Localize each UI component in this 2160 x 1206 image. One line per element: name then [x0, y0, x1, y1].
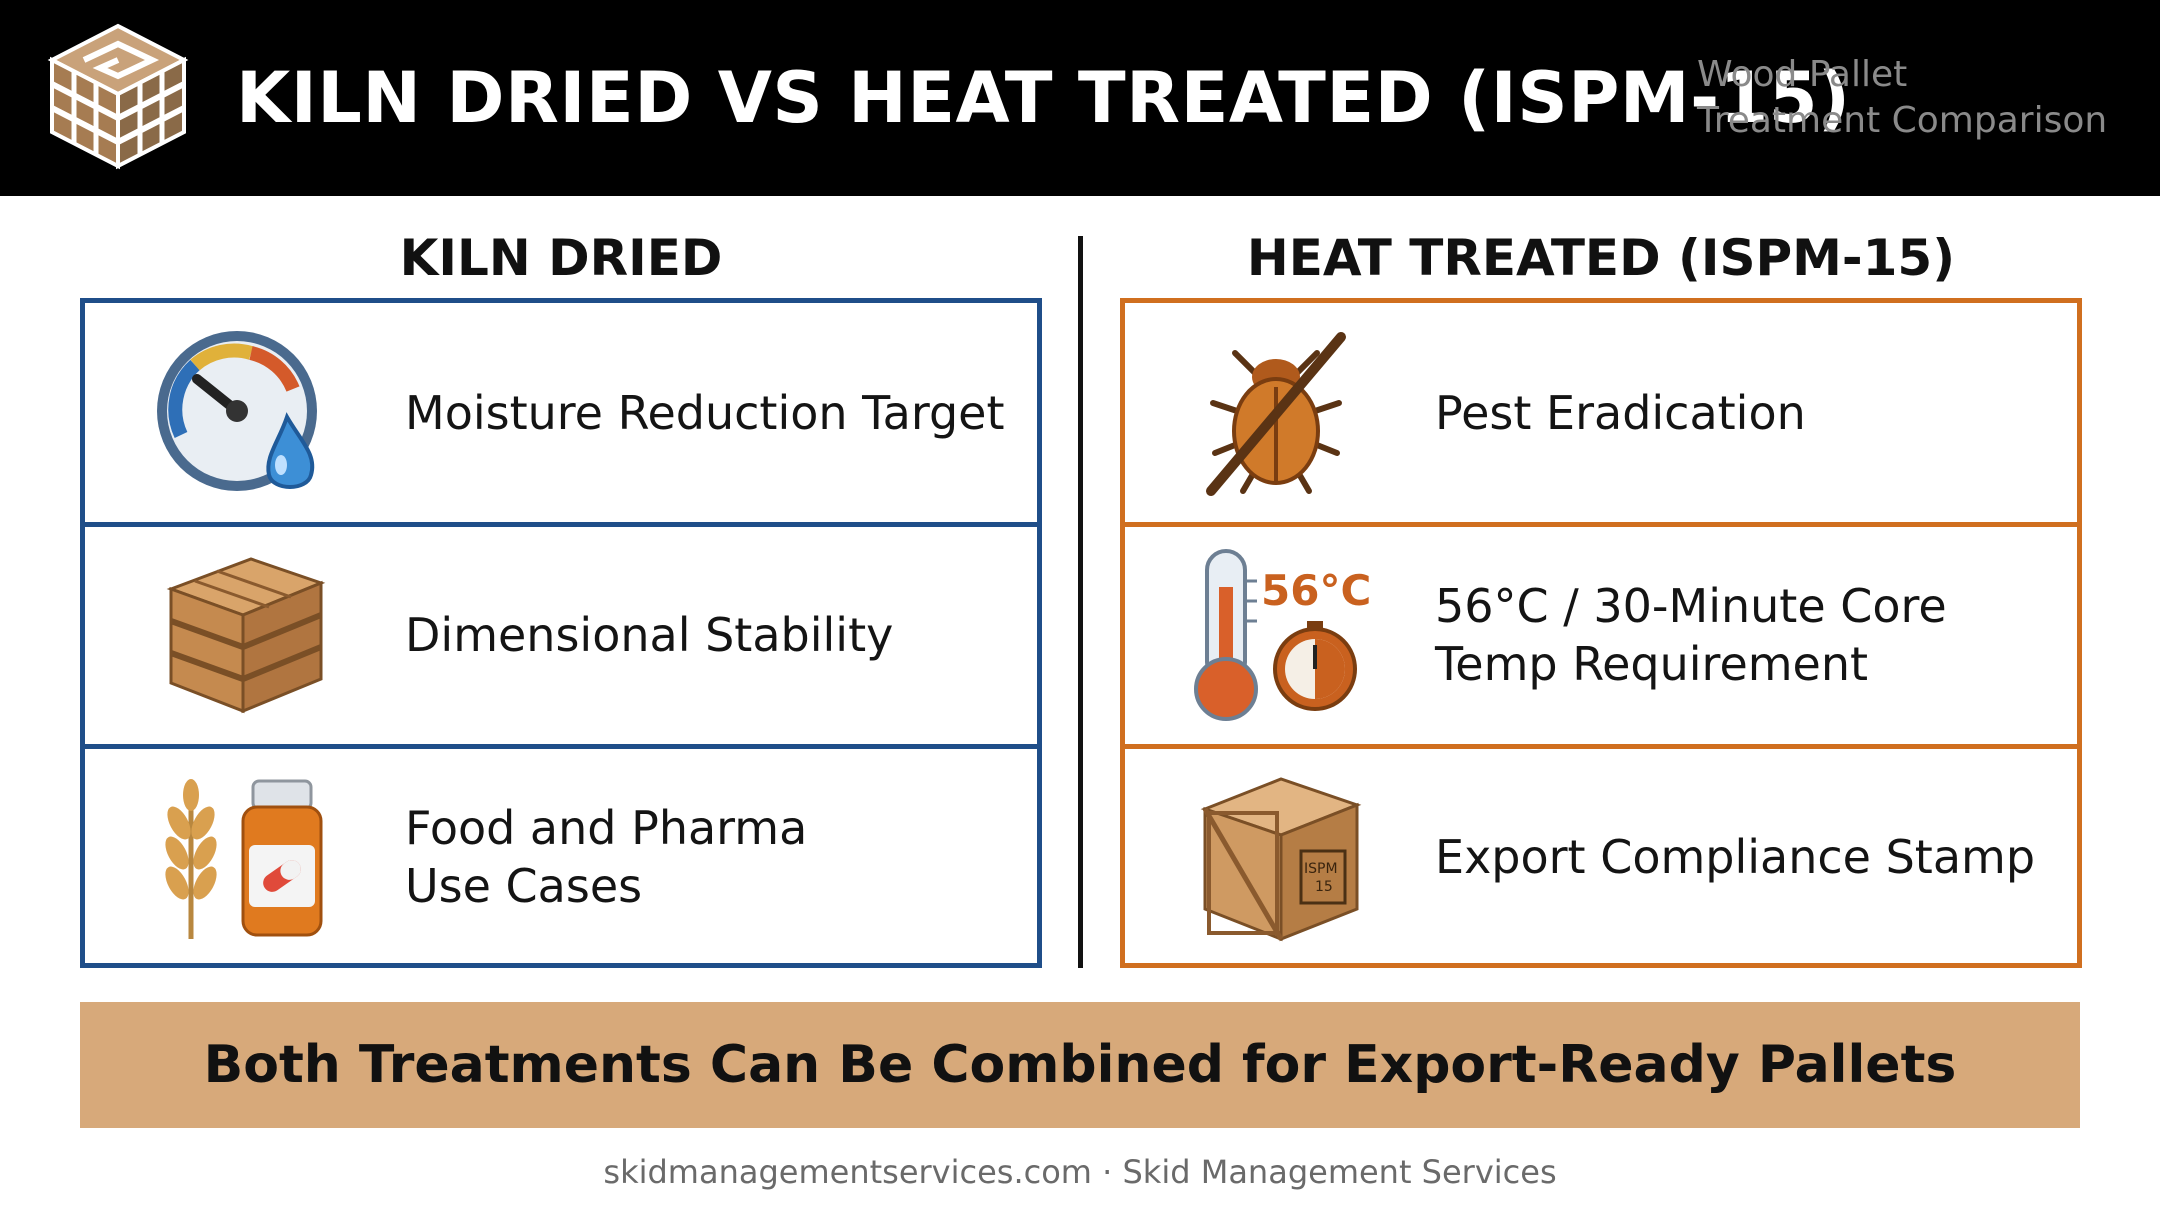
- row-label: Moisture Reduction Target: [405, 303, 1015, 523]
- crossed-out-bug-icon: [1206, 332, 1346, 496]
- crate-stamp-text-2: 15: [1315, 879, 1333, 895]
- heat-treated-row-pest: Pest Eradication: [1125, 303, 2077, 523]
- row-label: Food and Pharma Use Cases: [405, 747, 1015, 967]
- pallet-maze-logo-icon: [47, 23, 189, 170]
- subtitle-line-2: Treatment Comparison: [1697, 100, 2108, 141]
- page-title: KILN DRIED VS HEAT TREATED (ISPM-15): [236, 57, 1851, 139]
- combined-treatment-banner: Both Treatments Can Be Combined for Expo…: [80, 1002, 2080, 1128]
- row-label-line: Dimensional Stability: [405, 608, 894, 662]
- row-label-line: Temp Requirement: [1435, 637, 1869, 691]
- kiln-dried-heading: KILN DRIED: [399, 229, 723, 287]
- row-divider: [1125, 744, 2077, 749]
- temperature-icon-text: 56°C: [1261, 566, 1371, 615]
- page-subtitle: Wood Pallet Treatment Comparison: [1697, 52, 2137, 144]
- row-label-line: Pest Eradication: [1435, 386, 1806, 440]
- column-divider: [1078, 236, 1083, 968]
- moisture-gauge-icon: [157, 331, 317, 491]
- ispm-stamped-crate-icon: ISPM 15: [1200, 777, 1362, 942]
- header-bar: KILN DRIED VS HEAT TREATED (ISPM-15) Woo…: [0, 0, 2160, 196]
- row-label-line: 56°C / 30-Minute Core: [1435, 579, 1947, 633]
- row-label-line: Use Cases: [405, 859, 643, 913]
- kiln-dried-row-stability: Dimensional Stability: [85, 525, 1037, 745]
- heat-treated-heading: HEAT TREATED (ISPM-15): [1246, 229, 1956, 287]
- footer-credit: skidmanagementservices.com · Skid Manage…: [603, 1153, 1557, 1191]
- subtitle-line-1: Wood Pallet: [1697, 54, 1908, 95]
- heat-treated-row-export: ISPM 15 Export Compliance Stamp: [1125, 747, 2077, 967]
- row-divider: [85, 744, 1037, 749]
- row-label: 56°C / 30-Minute Core Temp Requirement: [1435, 525, 2045, 745]
- row-label: Pest Eradication: [1435, 303, 2045, 523]
- row-label-line: Food and Pharma: [405, 801, 808, 855]
- heat-treated-panel: Pest Eradication 56°C 56°C / 30-Minute C…: [1120, 298, 2082, 968]
- row-divider: [1125, 522, 2077, 527]
- kiln-dried-panel: Moisture Reduction Target Dimensional St…: [80, 298, 1042, 968]
- thermometer-timer-icon: 56°C: [1194, 549, 1371, 721]
- kiln-dried-row-food-pharma: Food and Pharma Use Cases: [85, 747, 1037, 967]
- pallet-stack-icon: [166, 557, 326, 714]
- kiln-dried-row-moisture: Moisture Reduction Target: [85, 303, 1037, 523]
- row-divider: [85, 522, 1037, 527]
- row-label: Dimensional Stability: [405, 525, 1015, 745]
- heat-treated-row-temp: 56°C 56°C / 30-Minute Core Temp Requirem…: [1125, 525, 2077, 745]
- banner-text: Both Treatments Can Be Combined for Expo…: [203, 1035, 1957, 1095]
- row-label-line: Moisture Reduction Target: [405, 386, 1005, 440]
- wheat-and-pill-bottle-icon: [165, 779, 323, 939]
- crate-stamp-text-1: ISPM: [1304, 861, 1338, 877]
- row-label: Export Compliance Stamp: [1435, 747, 2045, 967]
- row-label-line: Export Compliance Stamp: [1435, 830, 2036, 884]
